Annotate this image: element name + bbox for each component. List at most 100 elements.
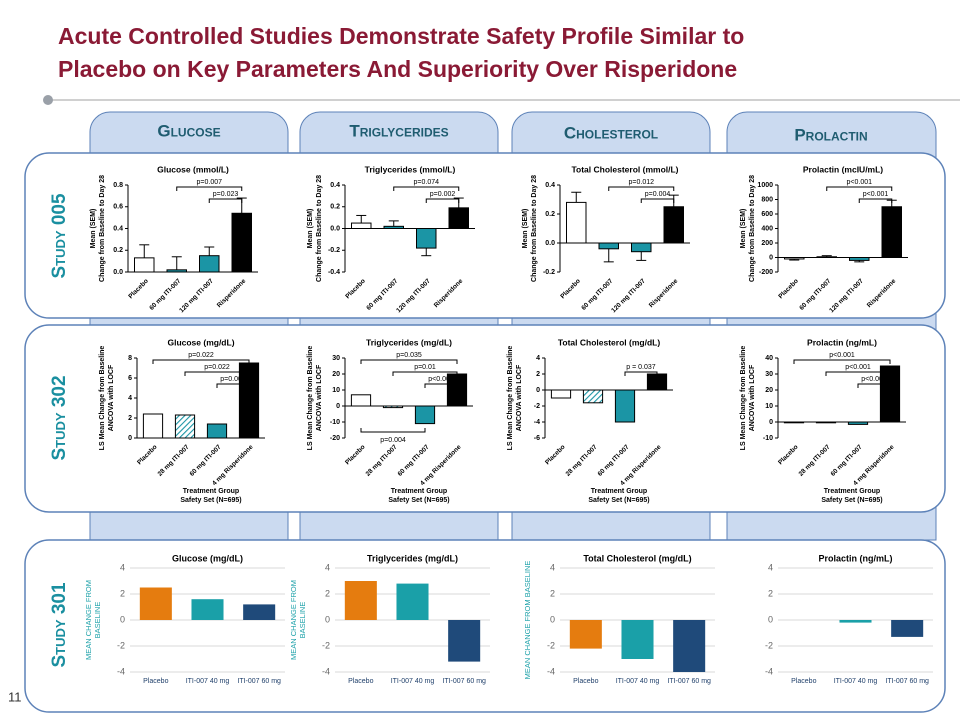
x-tick-label: Placebo (348, 678, 373, 685)
row-panel (24, 539, 946, 713)
row-label: Study 005 (49, 193, 70, 278)
bar (550, 389, 572, 399)
significance-bracket (216, 383, 250, 388)
bar (134, 257, 155, 273)
slide-title-line: Acute Controlled Studies Demonstrate Saf… (58, 23, 744, 49)
x-tick-label: ITI-007 60 mg (237, 678, 281, 685)
p-value: p<0.001 (861, 376, 887, 383)
row-panel (24, 152, 946, 319)
x-tick-label: Placebo (143, 678, 168, 685)
p-value: p=0.01 (414, 364, 436, 371)
significance-bracket (184, 371, 250, 376)
bar (566, 201, 587, 244)
bar (139, 587, 172, 620)
bar (344, 581, 377, 620)
bar (614, 389, 636, 423)
p-value: p<0.001 (847, 179, 873, 186)
y-axis-label: BASELINE (93, 602, 102, 639)
bar (816, 256, 837, 258)
chart-title: Triglycerides (mg/dL) (366, 337, 452, 347)
y-tick-label: 2 (768, 588, 773, 598)
y-tick-label: 1000 (757, 182, 773, 189)
bar (598, 242, 619, 250)
bar (881, 206, 902, 258)
bar (784, 257, 805, 260)
significance-bracket (826, 186, 893, 191)
bar (783, 421, 805, 424)
y-tick-label: 4 (325, 562, 330, 572)
y-tick-label: 4 (128, 395, 132, 402)
p-value: p<0.001 (428, 376, 454, 383)
y-tick-label: 2 (128, 415, 132, 422)
y-axis-label: Change from Baseline to Day 28 (531, 175, 538, 282)
y-tick-label: 0.4 (330, 182, 340, 189)
x-axis-label: Treatment Group (183, 488, 239, 495)
x-tick-label: ITI-007 60 mg (442, 678, 486, 685)
y-axis-label: Mean (SEM) (90, 209, 97, 249)
y-tick-label: -4 (322, 666, 330, 676)
bar (448, 620, 481, 662)
chart-title: Triglycerides (mg/dL) (367, 553, 458, 563)
chart-title: Glucose (mg/dL) (172, 553, 243, 563)
y-axis-label: Mean (SEM) (307, 209, 314, 249)
y-tick-label: 0.2 (113, 247, 123, 254)
y-axis-label: Mean (SEM) (522, 209, 529, 249)
y-axis-label: LS Mean Change from Baseline (307, 346, 314, 451)
y-tick-label: 4 (536, 355, 540, 362)
y-tick-label: -2 (547, 640, 555, 650)
y-axis-label: Mean (SEM) (740, 209, 747, 249)
y-tick-label: 200 (761, 240, 773, 247)
p-value: p = 0.037 (626, 364, 655, 371)
chart-title: Glucose (mg/dL) (167, 337, 234, 347)
y-tick-label: 2 (325, 588, 330, 598)
y-tick-label: 0.2 (330, 204, 340, 211)
bar (663, 206, 684, 244)
y-tick-label: -20 (330, 435, 340, 442)
y-axis-label: Change from Baseline to Day 28 (316, 175, 323, 282)
x-tick-label: ITI-007 60 mg (885, 678, 929, 685)
x-tick-label: ITI-007 40 mg (391, 678, 435, 685)
y-tick-label: 0 (128, 435, 132, 442)
chart-title: Glucose (mmol/L) (157, 164, 229, 174)
significance-bracket (152, 359, 250, 364)
y-tick-label: 0 (769, 254, 773, 261)
y-tick-label: -10 (763, 435, 773, 442)
y-tick-label: 30 (765, 371, 773, 378)
y-tick-label: 40 (765, 355, 773, 362)
x-tick-label: ITI-007 40 mg (834, 678, 878, 685)
y-tick-label: -200 (759, 269, 773, 276)
y-tick-label: 4 (550, 562, 555, 572)
y-tick-label: -4 (117, 666, 125, 676)
y-tick-label: 0.2 (545, 211, 555, 218)
chart-title: Total Cholesterol (mg/dL) (583, 553, 691, 563)
y-tick-label: 0.0 (545, 240, 555, 247)
significance-bracket (640, 198, 675, 203)
y-axis-label: MEAN CHANGE FROM (289, 580, 298, 660)
bar (646, 373, 668, 391)
x-tick-label: Placebo (791, 678, 816, 685)
significance-bracket (793, 359, 891, 364)
y-axis-label: LS Mean Change from Baseline (99, 346, 106, 451)
column-header: Glucose (157, 121, 220, 140)
p-value: p=0.022 (204, 364, 230, 371)
y-axis-label: LS Mean Change from Baseline (507, 346, 514, 451)
chart-title: Total Cholesterol (mmol/L) (571, 164, 678, 174)
x-tick-label: ITI-007 40 mg (616, 678, 660, 685)
y-tick-label: 0 (536, 387, 540, 394)
y-tick-label: -6 (534, 435, 540, 442)
row-label: Study 302 (49, 375, 70, 460)
bar (382, 405, 404, 409)
y-tick-label: 800 (761, 196, 773, 203)
x-axis-label: Safety Set (N=695) (588, 497, 649, 504)
bar (206, 423, 228, 439)
y-tick-label: -2 (765, 640, 773, 650)
p-value: p<0.001 (863, 191, 889, 198)
chart-title: Prolactin (ng/mL) (819, 553, 893, 563)
y-tick-label: -4 (547, 666, 555, 676)
chart-title: Prolactin (ng/mL) (807, 337, 877, 347)
y-tick-label: 0 (550, 614, 555, 624)
chart-title: Triglycerides (mmol/L) (365, 164, 456, 174)
significance-bracket (425, 198, 460, 203)
bar (448, 207, 469, 229)
y-tick-label: 0.0 (330, 225, 340, 232)
